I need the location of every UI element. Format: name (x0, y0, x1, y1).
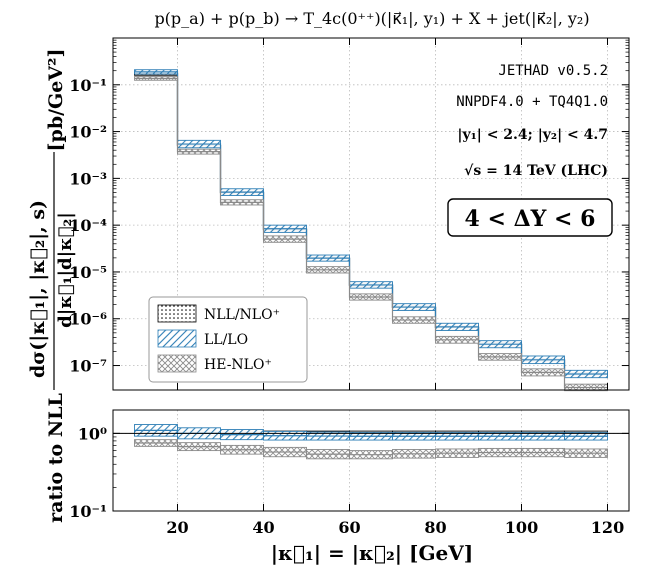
main-ytick-label: 10⁻⁵ (69, 263, 107, 282)
main-ytick-label: 10⁻² (69, 123, 107, 142)
legend-label-ll: LL/LO (204, 332, 248, 348)
legend-label-nll: NLL/NLO⁺ (204, 307, 280, 323)
main-ylabel-units: [pb/GeV²] (45, 49, 67, 152)
annotation-block: JETHAD v0.5.2 NNPDF4.0 + TQ4Q1.0 |y₁| < … (456, 63, 608, 179)
ratio-plot-frame (113, 410, 629, 511)
ratio-xtick-label: 100 (505, 518, 538, 537)
main-ytick-label: 10⁻³ (69, 169, 107, 188)
ratio-xtick-label: 20 (166, 518, 188, 537)
ratio-xtick-label: 40 (252, 518, 274, 537)
rapidity-box-frame (447, 198, 613, 237)
ratio-xtick-label: 120 (591, 518, 624, 537)
ratio-step-he-nlo (134, 442, 608, 456)
main-ylabel: dσ(|κ⃗₁|, |κ⃗₂|, s) d|κ⃗₁|d|κ⃗₂| [pb/GeV… (27, 49, 76, 390)
ratio-ytick-label: 10⁰ (78, 424, 107, 443)
legend-swatch-nll (157, 304, 197, 323)
ratio-ytick-label: 10⁻¹ (69, 502, 107, 521)
legend-swatch-he (157, 354, 197, 373)
main-yticks: 10⁻¹ 10⁻² 10⁻³ 10⁻⁴ 10⁻⁵ 10⁻⁶ 10⁻⁷ (69, 39, 629, 376)
main-bands (134, 69, 608, 392)
annotation-code: JETHAD v0.5.2 (498, 63, 608, 79)
main-plot-border (112, 37, 630, 391)
ratio-ylabel: ratio to NLL (45, 393, 67, 523)
legend-swatch-ll (157, 329, 197, 348)
legend: NLL/NLO⁺ LL/LO HE-NLO⁺ (148, 296, 308, 383)
annotation-pdf: NNPDF4.0 + TQ4Q1.0 (456, 94, 608, 110)
ratio-xticks: 20 40 60 80 100 120 (166, 38, 624, 537)
main-ylabel-numerator: dσ(|κ⃗₁|, |κ⃗₂|, s) (27, 200, 49, 378)
main-ytick-label: 10⁻⁷ (69, 357, 107, 376)
ratio-plot-border (112, 409, 630, 512)
ratio-xtick-label: 80 (424, 518, 446, 537)
annotation-energy: √s = 14 TeV (LHC) (464, 163, 608, 179)
main-ytick-label: 10⁻⁶ (69, 310, 107, 329)
annotation-cuts: |y₁| < 2.4; |y₂| < 4.7 (457, 127, 608, 143)
main-ytick-label: 10⁻¹ (69, 76, 107, 95)
xlabel: |κ⃗₁| = |κ⃗₂| [GeV] (271, 541, 474, 565)
legend-label-he: HE-NLO⁺ (204, 357, 272, 373)
ratio-yticks: 10⁰ 10⁻¹ (69, 409, 629, 521)
figure-title: p(p_a) + p(p_b) → T_4c(0⁺⁺)(|κ⃗₁|, y₁) +… (154, 9, 589, 28)
main-step-he-nlo (134, 77, 608, 389)
main-ytick-label: 10⁻⁴ (69, 216, 107, 235)
rapidity-box-label: 4 < ΔY < 6 (465, 206, 596, 232)
main-ylabel-denominator: d|κ⃗₁|d|κ⃗₂| (55, 212, 76, 328)
ratio-xtick-label: 60 (338, 518, 360, 537)
